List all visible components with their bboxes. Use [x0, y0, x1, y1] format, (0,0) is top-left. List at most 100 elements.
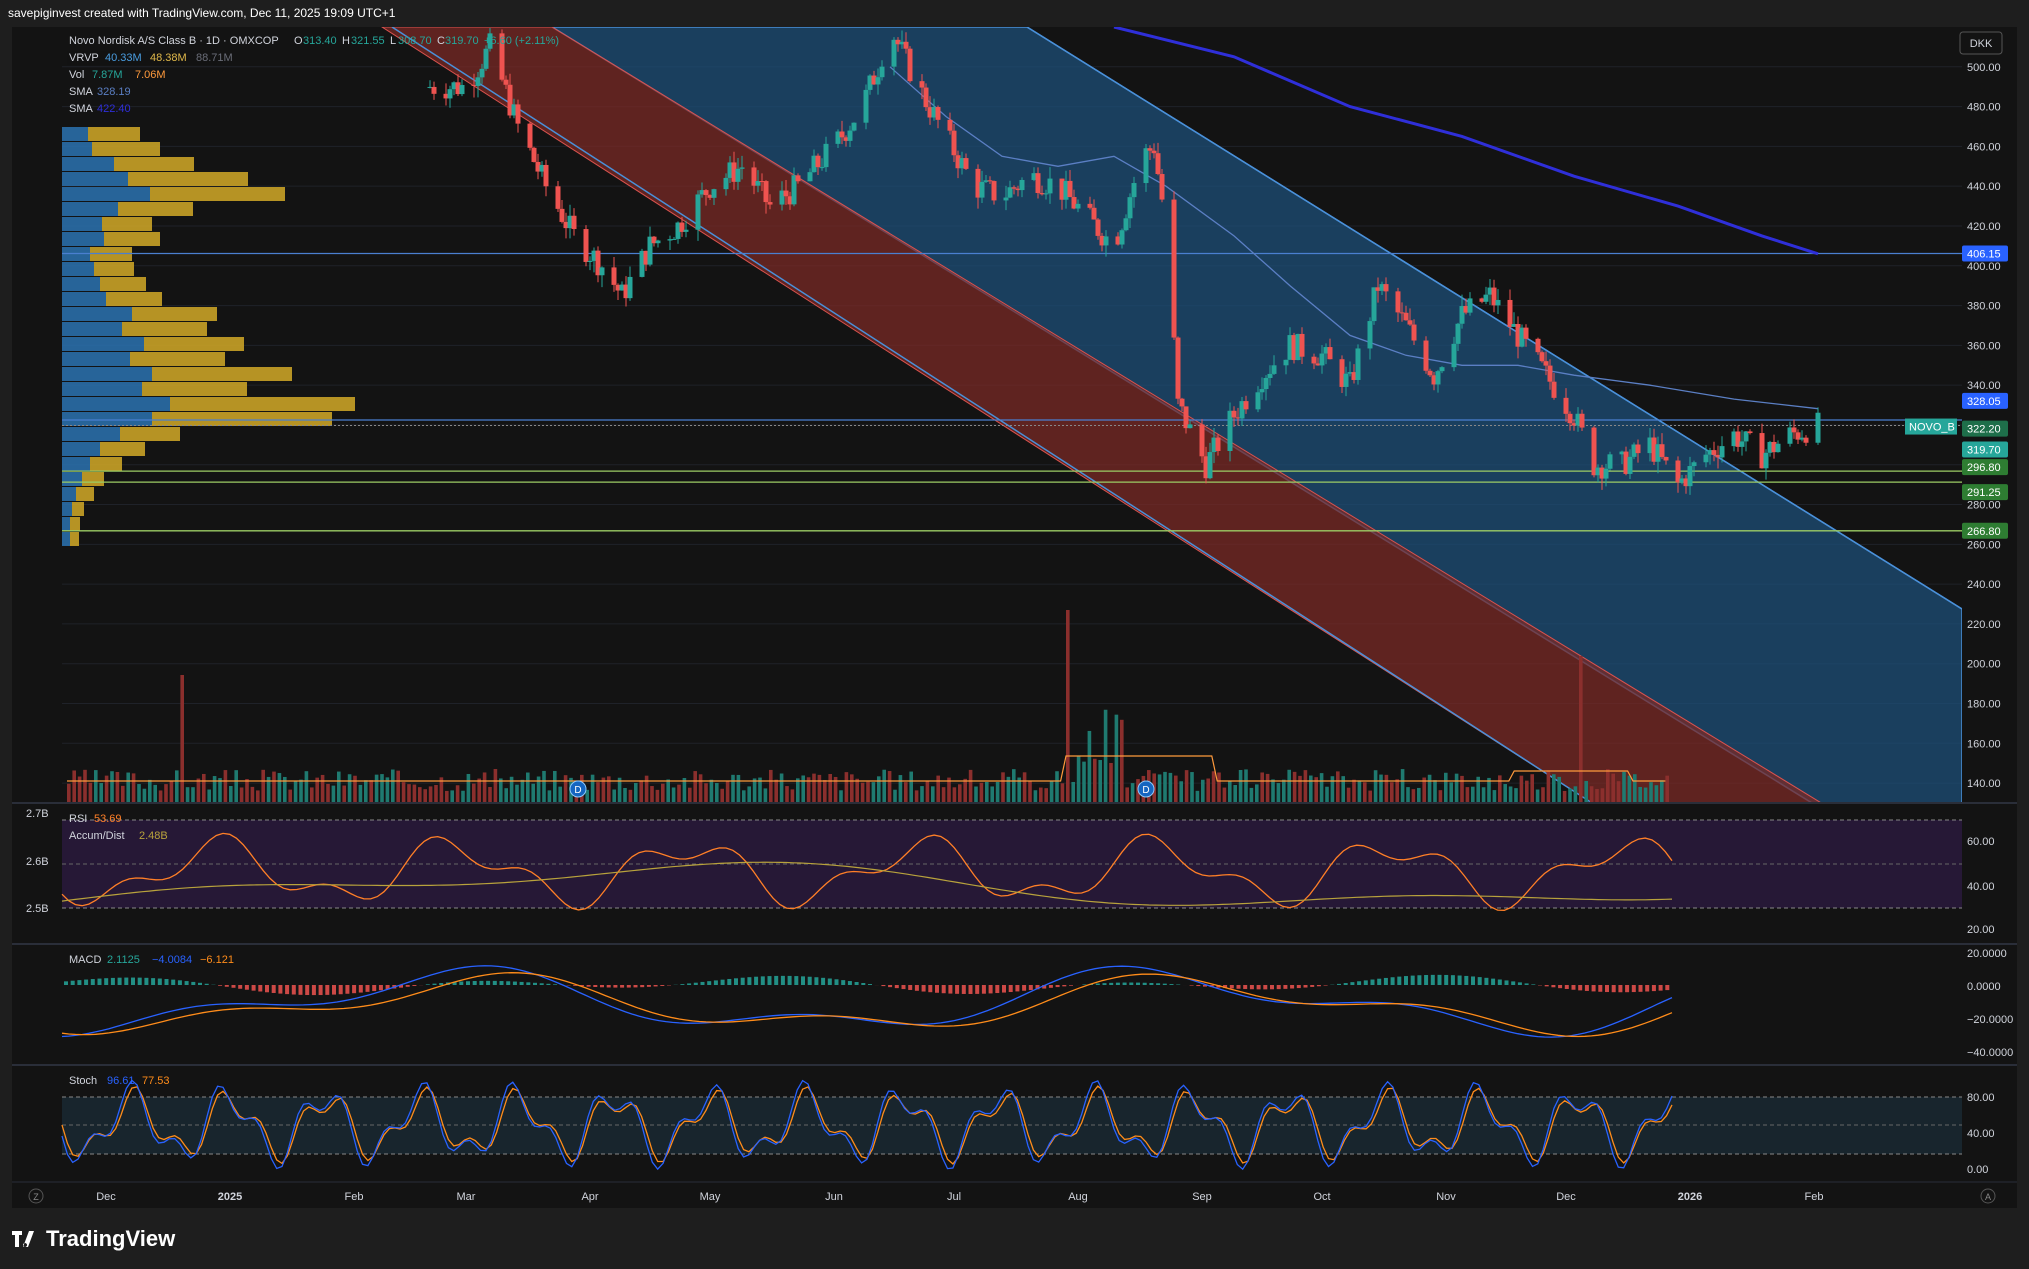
- candle-body: [1171, 199, 1177, 338]
- candle-body: [1039, 192, 1045, 195]
- volume-bar: [1168, 772, 1173, 803]
- candle-body: [1271, 365, 1277, 374]
- candle-body: [1703, 454, 1709, 463]
- volume-bar: [1498, 775, 1502, 803]
- candlesticks: [427, 28, 1821, 495]
- macd-hist-bar: [1055, 985, 1060, 988]
- volume-bar: [742, 790, 746, 803]
- candle-body: [1523, 327, 1529, 339]
- macd-hist-bar: [928, 985, 933, 993]
- volume-bar: [882, 769, 886, 803]
- candle-body: [1243, 401, 1249, 410]
- vp-row-up: [62, 322, 122, 336]
- macd-hist-bar: [191, 981, 196, 985]
- macd-hist-bar: [492, 980, 497, 985]
- volume-bar: [823, 780, 827, 803]
- volume-bar: [169, 781, 174, 803]
- macd-hist-bar: [1558, 985, 1563, 989]
- dividend-marker-1[interactable]: [569, 780, 587, 798]
- macd-tick-3: −20.0000: [1967, 1014, 2013, 1026]
- macd-hist-bar: [1048, 985, 1053, 988]
- candle-body: [1207, 452, 1213, 479]
- volume-bar: [196, 778, 201, 803]
- volume-bar: [1098, 760, 1102, 803]
- timezone-button[interactable]: [28, 1188, 44, 1204]
- candle-body: [1467, 298, 1473, 313]
- candle-body: [571, 215, 577, 230]
- volume-bar: [1660, 780, 1664, 803]
- candle-body: [987, 180, 993, 182]
- volume-bar: [1211, 771, 1216, 803]
- candle-body: [1571, 423, 1577, 426]
- vp-row-down: [92, 142, 160, 156]
- rsi-tick-40: 40.00: [1967, 881, 1995, 893]
- candle-body: [1659, 444, 1665, 457]
- vp-row-up: [62, 262, 94, 276]
- macd-hist-bar: [285, 985, 290, 995]
- volume-bar: [299, 779, 303, 803]
- volume-bar: [1638, 786, 1642, 803]
- candle-body: [1011, 187, 1017, 189]
- volume-bar: [666, 779, 670, 803]
- candle-body: [1683, 478, 1689, 487]
- time-axis[interactable]: Dec 2025 Feb Mar Apr May Jun Jul Aug Sep Oct Nov Dec…: [96, 1191, 1823, 1203]
- candle-body: [1091, 207, 1097, 220]
- candle-body: [1507, 299, 1513, 327]
- macd-hist-bar: [1464, 975, 1469, 985]
- legend-vol-b: 7.06M: [135, 69, 166, 81]
- macd-hist-bar: [84, 979, 89, 985]
- macd-hist-bar: [1142, 982, 1147, 985]
- candle-body: [1515, 323, 1521, 347]
- candle-body: [891, 39, 897, 67]
- vp-row-up: [62, 187, 150, 201]
- candle-body: [1327, 347, 1333, 360]
- vp-row-up: [62, 157, 114, 171]
- price-labels: 406.15 328.05 322.20 NOVO_B 319.70 296.80 291.…: [1905, 245, 2008, 539]
- candle-body: [427, 86, 433, 88]
- candle-body: [1787, 427, 1793, 444]
- candle-body: [1463, 306, 1469, 313]
- time-tick: Apr: [581, 1191, 598, 1203]
- volume-bar: [1357, 780, 1362, 803]
- macd-hist-bar: [278, 985, 283, 994]
- macd-hist-bar: [1397, 976, 1402, 985]
- candle-body: [835, 131, 841, 144]
- price-chart[interactable]: D D Novo Nordisk A/S Class B · 1D · OMXC…: [12, 27, 2017, 1208]
- time-tick: Feb: [345, 1191, 364, 1203]
- macd-hist-bar: [774, 975, 779, 985]
- candle-body: [1123, 218, 1129, 231]
- candle-body: [1087, 203, 1093, 208]
- candle-body: [667, 239, 673, 241]
- volume-bar: [1060, 783, 1065, 803]
- auto-scale-button[interactable]: [1980, 1188, 1996, 1204]
- macd-hist-bar: [1350, 982, 1355, 985]
- volume-bar: [1346, 787, 1351, 803]
- candle-body: [863, 89, 869, 123]
- macd-hist-bar: [861, 982, 866, 985]
- candle-body: [1147, 148, 1153, 151]
- macd-pane: MACD 2.1125 −4.0084 −6.121 20.0000 0.000…: [61, 948, 2013, 1059]
- volume-bar: [1627, 775, 1632, 803]
- macd-hist-bar: [801, 976, 805, 985]
- currency-box[interactable]: [1959, 31, 2003, 55]
- rsi-tick-20: 20.00: [1967, 924, 1995, 936]
- macd-hist-bar: [1270, 985, 1274, 990]
- volume-bar: [180, 675, 184, 803]
- candle-body: [1355, 348, 1361, 380]
- auto-scale-button-label: A: [1985, 1192, 1991, 1202]
- rsi-left-tick-1: 2.7B: [26, 808, 49, 820]
- volume-bar: [261, 769, 265, 803]
- volume-bar: [812, 773, 816, 803]
- tradingview-logo[interactable]: TradingView: [12, 1226, 175, 1252]
- candle-body: [679, 222, 685, 232]
- candle-body: [1071, 197, 1077, 209]
- volume-bar: [239, 787, 244, 803]
- candle-body: [527, 123, 533, 148]
- sma-fast-line: [889, 66, 1819, 410]
- rsi-left-tick-3: 2.5B: [26, 903, 49, 915]
- macd-hist-bar: [1383, 977, 1388, 985]
- macd-hist-bar: [780, 975, 785, 985]
- dividend-marker-2[interactable]: [1137, 780, 1155, 798]
- candle-body: [1651, 437, 1657, 462]
- macd-hist-bar: [1564, 985, 1569, 989]
